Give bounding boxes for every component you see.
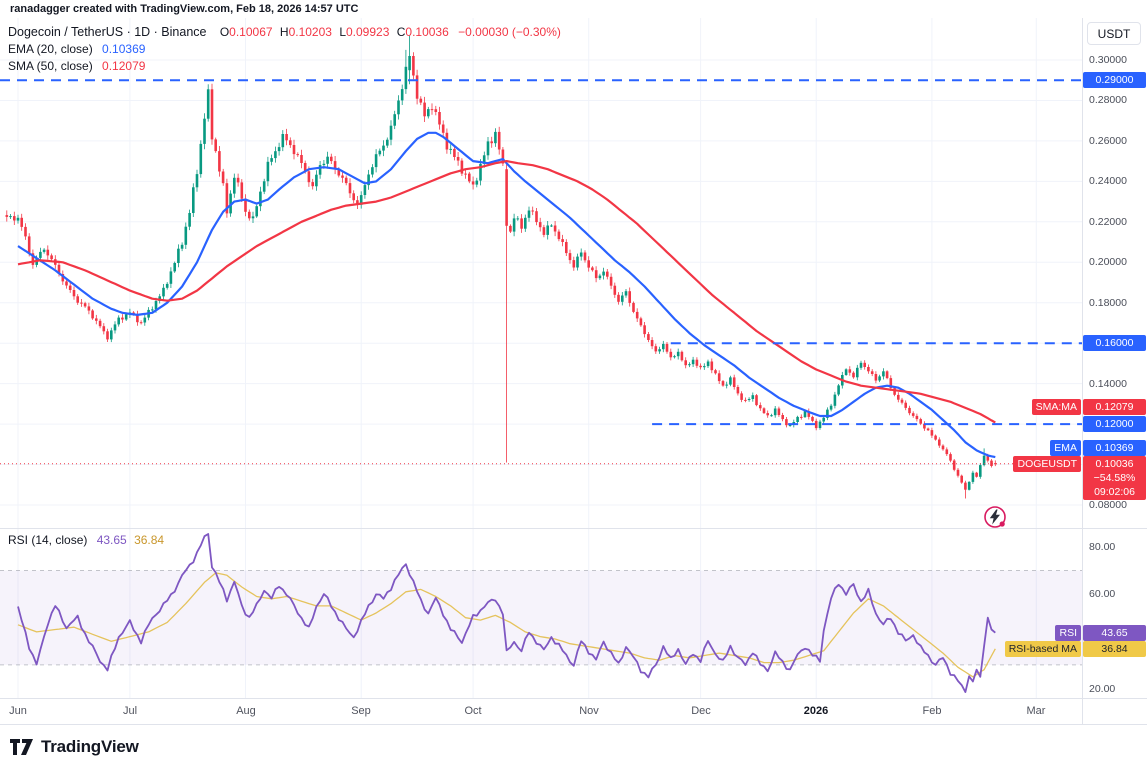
drawn-levels[interactable] <box>0 79 1082 465</box>
tradingview-glyph <box>10 739 33 755</box>
sma-legend-label[interactable]: SMA (50, close) <box>8 59 93 73</box>
tradingview-wordmark: TradingView <box>41 737 139 756</box>
ema-legend-value: 0.10369 <box>102 42 146 56</box>
flash-icon <box>983 505 1007 529</box>
symbol-title[interactable]: Dogecoin / TetherUS · 1D · Binance <box>8 25 207 39</box>
rsi-band <box>0 570 1082 665</box>
currency-toggle-button[interactable]: USDT <box>1087 22 1141 45</box>
ema-legend-label[interactable]: EMA (20, close) <box>8 42 93 56</box>
ohlc-high-label: H <box>279 25 289 39</box>
price-axis[interactable] <box>1082 18 1147 698</box>
chart-bottom-border <box>0 724 1147 725</box>
rsi-legend-label[interactable]: RSI (14, close) <box>8 533 88 547</box>
grid <box>0 18 1082 528</box>
rsi-canvas <box>0 528 1082 698</box>
rsi-ma-line <box>17 572 996 678</box>
sma-legend-value: 0.12079 <box>102 59 146 73</box>
rsi-line <box>17 533 996 694</box>
price-canvas <box>0 18 1082 528</box>
ohlc-open-label: O <box>219 25 230 39</box>
sma-line <box>17 160 996 424</box>
rsi-grid <box>17 528 1037 698</box>
ohlc-high-value: 0.10203 <box>288 25 332 39</box>
ohlc-low-label: L <box>339 25 346 39</box>
rsi-pane[interactable] <box>0 528 1082 698</box>
time-axis[interactable] <box>0 698 1147 724</box>
price-change: −0.00030 (−0.30%) <box>458 25 561 39</box>
candles <box>5 35 997 499</box>
ohlc-low-value: 0.09923 <box>346 25 390 39</box>
time-axis-border <box>0 698 1147 699</box>
ema-line <box>17 131 996 459</box>
ohlc-open-value: 0.10067 <box>229 25 273 39</box>
ohlc-close-label: C <box>396 25 406 39</box>
pane-separator[interactable] <box>0 528 1147 529</box>
ohlc-close-value: 0.10036 <box>405 25 449 39</box>
rsi-ma-legend-value: 36.84 <box>134 533 165 547</box>
price-axis-border <box>1082 18 1083 724</box>
chart-legend: Dogecoin / TetherUS · 1D · Binance O0.10… <box>8 24 561 75</box>
rsi-legend-value: 43.65 <box>96 533 127 547</box>
tradingview-logo[interactable]: TradingView <box>10 737 139 757</box>
price-pane[interactable] <box>0 18 1082 528</box>
rsi-legend: RSI (14, close) 43.65 36.84 <box>8 533 164 547</box>
attribution: ranadagger created with TradingView.com,… <box>10 3 359 15</box>
